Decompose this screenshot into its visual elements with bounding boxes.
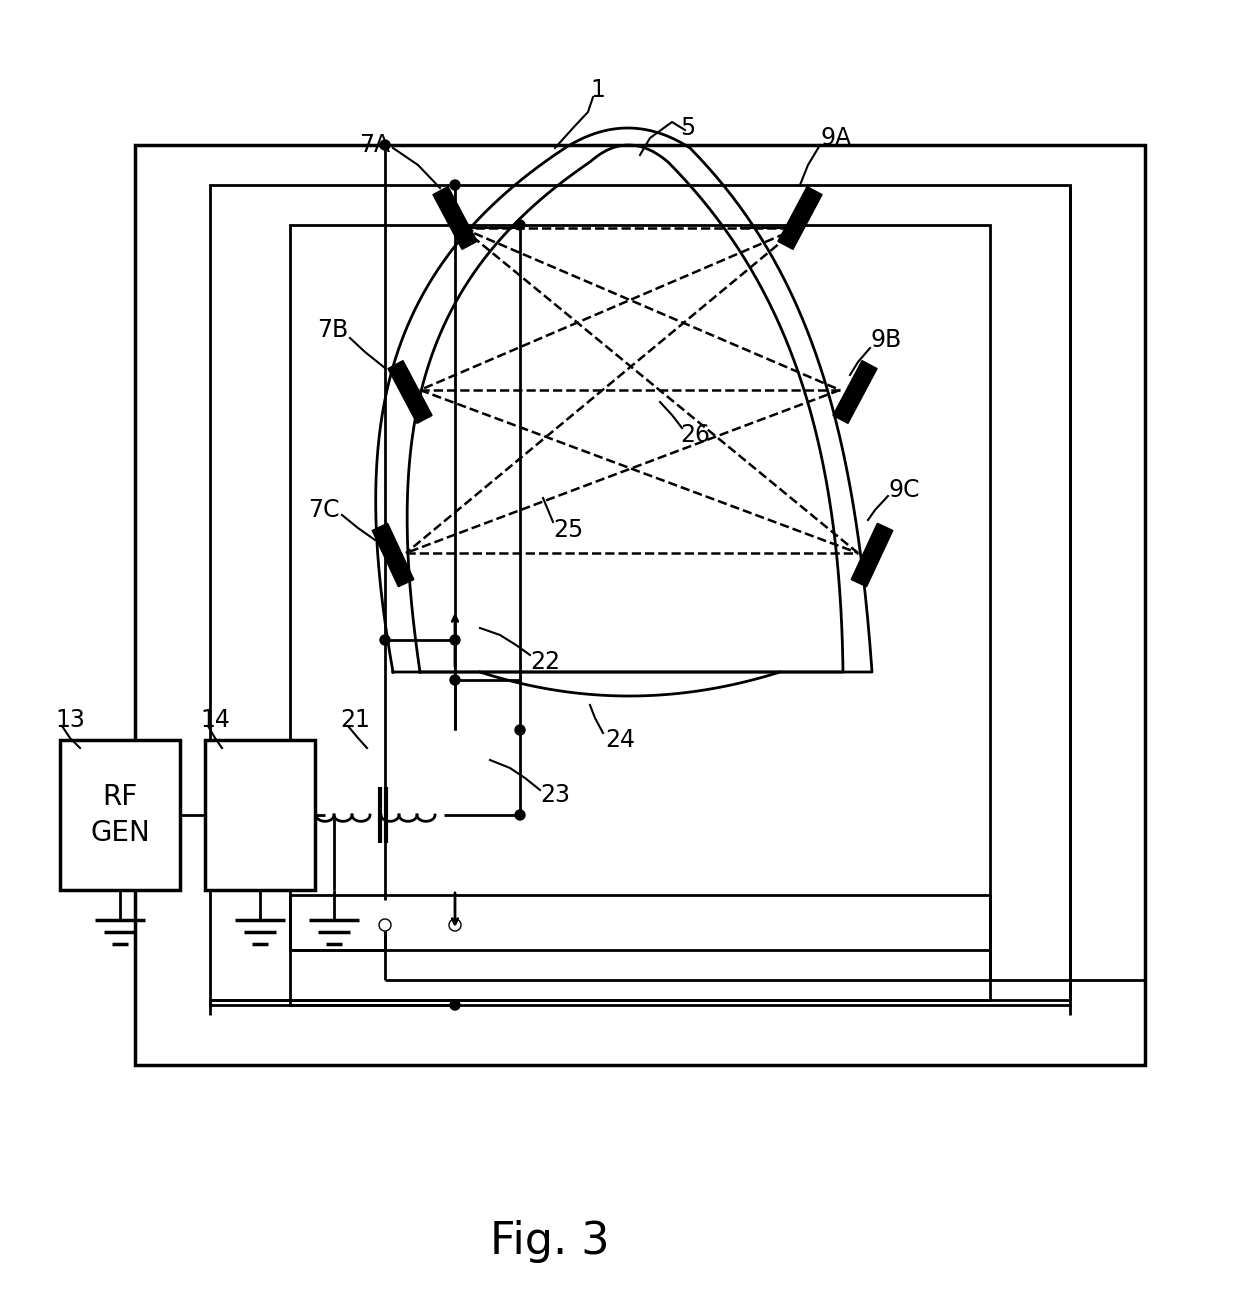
Circle shape bbox=[515, 809, 525, 820]
Text: 25: 25 bbox=[553, 518, 583, 542]
Circle shape bbox=[450, 635, 460, 645]
Text: 23: 23 bbox=[539, 784, 570, 807]
Bar bbox=[210, 185, 1070, 1005]
Bar bbox=[135, 145, 1145, 1065]
Text: 9A: 9A bbox=[820, 125, 851, 150]
Circle shape bbox=[515, 220, 525, 230]
Polygon shape bbox=[433, 186, 477, 250]
Circle shape bbox=[450, 999, 460, 1010]
Text: GEN: GEN bbox=[91, 818, 150, 847]
Text: 5: 5 bbox=[680, 116, 696, 140]
Text: 7A: 7A bbox=[358, 133, 391, 156]
Text: 13: 13 bbox=[55, 709, 84, 732]
Polygon shape bbox=[777, 186, 822, 250]
Text: 1: 1 bbox=[590, 78, 605, 102]
Text: 24: 24 bbox=[605, 728, 635, 753]
Polygon shape bbox=[372, 524, 414, 587]
Circle shape bbox=[450, 675, 460, 685]
Text: Fig. 3: Fig. 3 bbox=[490, 1221, 610, 1263]
Circle shape bbox=[379, 140, 391, 150]
Bar bbox=[290, 225, 990, 895]
Circle shape bbox=[515, 725, 525, 734]
Circle shape bbox=[379, 635, 391, 645]
Text: 9B: 9B bbox=[870, 328, 901, 352]
Text: 26: 26 bbox=[680, 423, 711, 447]
Text: RF: RF bbox=[103, 784, 138, 811]
Circle shape bbox=[450, 180, 460, 190]
Bar bbox=[205, 740, 315, 890]
Text: 7B: 7B bbox=[316, 318, 348, 343]
Text: 22: 22 bbox=[529, 650, 560, 674]
Text: 9C: 9C bbox=[888, 478, 920, 502]
Polygon shape bbox=[833, 361, 877, 423]
Text: 14: 14 bbox=[200, 709, 229, 732]
Bar bbox=[60, 740, 180, 890]
Text: 7C: 7C bbox=[309, 498, 340, 522]
Text: 21: 21 bbox=[340, 709, 370, 732]
Polygon shape bbox=[388, 361, 432, 423]
Polygon shape bbox=[851, 524, 893, 587]
